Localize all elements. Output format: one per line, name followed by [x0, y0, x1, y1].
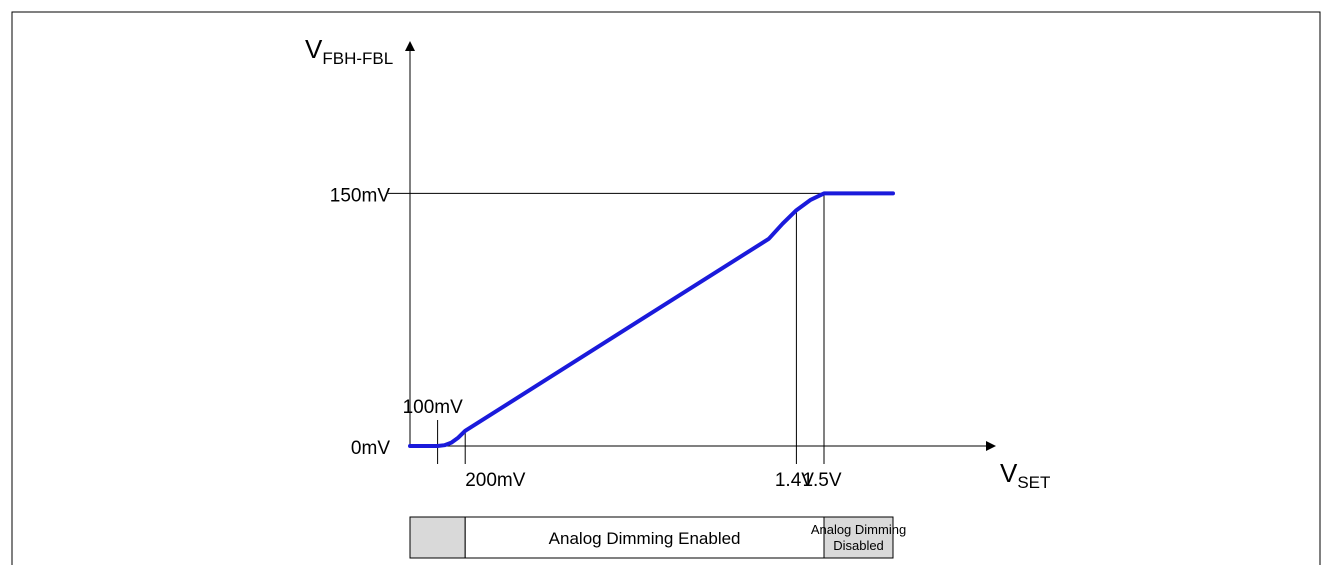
x-axis-title: VSET: [1000, 458, 1050, 492]
region-box: [409, 516, 466, 559]
region-label: Analog Dimming Disabled: [811, 522, 906, 553]
x-marker-label: 200mV: [465, 470, 526, 491]
figure-border: [11, 11, 1321, 565]
y-tick-label: 0mV: [351, 438, 390, 459]
region-bar: Analog Dimming Enabled Analog Dimming Disa…: [409, 516, 906, 559]
tick-labels: 0mV 150mV 100mV 200mV 1.4V1.5V: [330, 185, 842, 491]
region-box: [823, 516, 894, 559]
y-axis-title-sub: FBH-FBL: [322, 49, 393, 68]
x-marker-label: 1.4V: [775, 470, 814, 491]
x-axis-title-sub: SET: [1017, 473, 1050, 492]
x-marker-label: 100mV: [403, 397, 464, 418]
y-tick-label: 150mV: [330, 185, 391, 206]
region-box: [464, 516, 825, 559]
region-label: Analog Dimming Enabled: [549, 529, 741, 548]
y-axis-title: VFBH-FBL: [305, 34, 393, 68]
reference-lines: [388, 192, 893, 464]
series-group: [408, 191, 895, 448]
x-marker-label: 1.5V: [802, 470, 841, 491]
series-line-0: [408, 191, 895, 448]
